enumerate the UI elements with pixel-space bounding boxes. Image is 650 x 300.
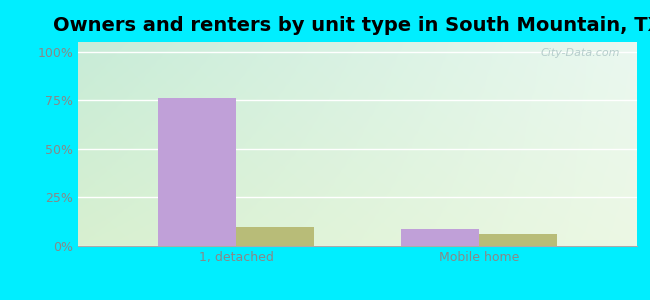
Bar <box>479 234 557 246</box>
Bar <box>401 229 479 246</box>
Text: City-Data.com: City-Data.com <box>541 48 620 58</box>
Bar <box>236 226 314 246</box>
Title: Owners and renters by unit type in South Mountain, TX: Owners and renters by unit type in South… <box>53 16 650 35</box>
Legend: Owner occupied units, Renter occupied units: Owner occupied units, Renter occupied un… <box>181 297 534 300</box>
Bar <box>158 98 236 246</box>
